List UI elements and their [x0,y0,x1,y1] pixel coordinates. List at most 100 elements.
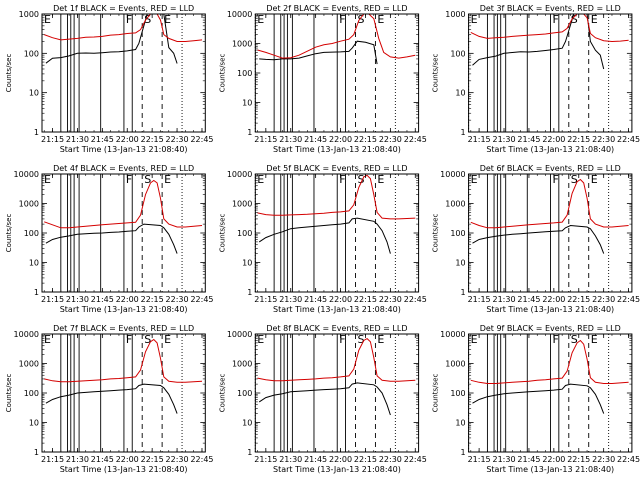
x-tick-label: 21:15 [254,135,277,144]
y-tick-label: 100 [450,229,465,238]
x-tick-label: 21:15 [254,455,277,464]
x-tick-label: 22:15 [141,455,164,464]
panel-title: Det 5f BLACK = Events, RED = LLD [266,164,407,173]
x-tick-label: 22:30 [379,135,402,144]
series-line-lld [470,339,629,384]
panel-title: Det 8f BLACK = Events, RED = LLD [266,324,407,333]
event-marker-label: S [357,333,364,346]
y-tick-label: 100 [237,229,252,238]
x-tick-label: 21:45 [304,295,327,304]
y-axis-label: Counts/sec [432,54,440,93]
y-tick-label: 10000 [440,330,465,339]
event-marker-label: F [339,13,345,26]
y-tick-label: 1000 [232,40,252,49]
x-tick-label: 21:30 [279,455,302,464]
series-line-lld [470,14,629,43]
event-marker-label: E [44,173,51,186]
event-marker-label: E [257,333,264,346]
event-marker-label: S [144,13,151,26]
x-tick-label: 22:45 [404,295,427,304]
event-marker-label: E [471,173,478,186]
y-tick-label: 100 [24,49,39,58]
event-marker-label: E [591,13,598,26]
x-tick-label: 21:45 [304,455,327,464]
x-tick-label: 21:30 [66,455,89,464]
x-tick-label: 21:30 [66,135,89,144]
event-marker-label: E [164,13,171,26]
y-tick-label: 10 [242,99,252,108]
x-tick-label: 21:15 [41,295,64,304]
y-axis-label: Counts/sec [5,374,13,413]
x-tick-label: 22:45 [190,295,213,304]
x-tick-label: 22:15 [141,135,164,144]
event-marker-label: E [377,13,384,26]
panel-title: Det 1f BLACK = Events, RED = LLD [53,4,194,13]
x-tick-label: 22:45 [617,455,640,464]
y-tick-label: 10000 [227,10,252,19]
x-tick-label: 22:30 [592,295,615,304]
panel-title: Det 4f BLACK = Events, RED = LLD [53,164,194,173]
event-marker-label: E [471,333,478,346]
series-line-lld [257,337,416,382]
event-marker-label: S [144,333,151,346]
x-axis-label: Start Time (13-Jan-13 21:08:40) [60,145,188,154]
y-axis-label: Counts/sec [5,214,13,253]
event-marker-label: F [126,173,132,186]
x-tick-label: 21:45 [91,135,114,144]
panel-title: Det 3f BLACK = Events, RED = LLD [480,4,621,13]
x-axis-label: Start Time (13-Jan-13 21:08:40) [486,145,614,154]
x-tick-label: 22:00 [542,135,565,144]
y-tick-label: 1 [34,288,39,297]
y-tick-label: 1000 [232,200,252,209]
x-tick-label: 22:45 [617,295,640,304]
x-tick-label: 22:15 [141,295,164,304]
panel-title: Det 6f BLACK = Events, RED = LLD [480,164,621,173]
series-line-lld [257,174,416,220]
x-tick-label: 22:30 [592,455,615,464]
event-marker-label: F [126,333,132,346]
y-axis-label: Counts/sec [218,54,226,93]
y-axis-label: Counts/sec [5,54,13,93]
y-tick-label: 1000 [232,360,252,369]
x-tick-label: 21:45 [517,295,540,304]
series-line-events [45,14,178,64]
x-tick-label: 21:15 [468,455,491,464]
x-tick-label: 21:15 [254,295,277,304]
x-tick-label: 22:00 [116,295,139,304]
event-marker-label: S [571,13,578,26]
y-tick-label: 10 [455,259,465,268]
y-tick-label: 1 [461,288,466,297]
y-axis-label: Counts/sec [218,374,226,413]
x-tick-label: 22:30 [379,295,402,304]
y-tick-label: 10 [29,89,39,98]
event-marker-label: F [553,13,559,26]
x-tick-label: 21:30 [279,295,302,304]
x-axis-label: Start Time (13-Jan-13 21:08:40) [486,305,614,314]
x-tick-label: 22:00 [329,135,352,144]
x-axis-label: Start Time (13-Jan-13 21:08:40) [273,465,401,474]
event-marker-label: E [257,173,264,186]
y-tick-label: 1 [461,128,466,137]
x-tick-label: 21:15 [468,135,491,144]
x-tick-label: 21:15 [41,455,64,464]
x-tick-label: 22:15 [567,135,590,144]
series-line-lld [257,14,416,59]
event-marker-label: F [126,13,132,26]
x-tick-label: 22:30 [379,455,402,464]
series-line-events [45,223,178,254]
y-tick-label: 10 [29,419,39,428]
event-marker-label: S [357,173,364,186]
event-marker-label: E [164,333,171,346]
event-marker-label: E [44,13,51,26]
y-tick-label: 1 [34,448,39,457]
y-tick-label: 10 [455,89,465,98]
event-marker-label: S [144,173,151,186]
y-tick-label: 10 [242,259,252,268]
x-tick-label: 22:00 [116,135,139,144]
x-axis-label: Start Time (13-Jan-13 21:08:40) [273,305,401,314]
